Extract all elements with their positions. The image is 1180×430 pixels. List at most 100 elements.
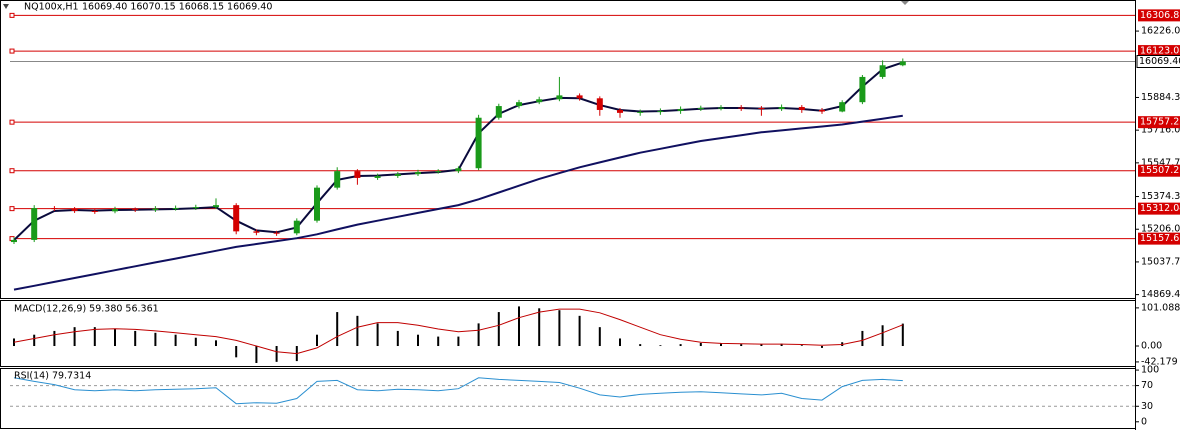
- macd-bar: [699, 342, 702, 347]
- level-label-box: [1138, 116, 1180, 129]
- y-tick-label: 0: [1141, 416, 1147, 427]
- macd-bar: [497, 312, 500, 347]
- y-tick-label: 14869.40: [1141, 289, 1180, 300]
- rsi-title: RSI(14) 79.7314: [14, 371, 91, 382]
- macd-bar: [316, 334, 318, 347]
- macd-bar: [760, 344, 763, 347]
- candle-body: [374, 176, 381, 178]
- macd-title: MACD(12,26,9) 59.380 56.361: [14, 304, 159, 315]
- candle-body: [637, 111, 644, 113]
- candle-body: [879, 65, 886, 77]
- macd-bar: [477, 323, 480, 347]
- candle-body: [435, 171, 442, 173]
- macd-bar: [578, 315, 581, 347]
- candle-body: [112, 209, 118, 212]
- level-label: 15757.22: [1140, 117, 1180, 128]
- macd-bar: [13, 338, 15, 347]
- macd-bar: [720, 342, 722, 347]
- level-label: 16306.87: [1140, 10, 1180, 21]
- candle-body: [475, 117, 482, 169]
- level-label-box: [1138, 45, 1180, 58]
- macd-bar: [356, 315, 359, 347]
- y-tick-label: 30: [1141, 401, 1153, 412]
- candle-body: [273, 232, 280, 234]
- macd-bar: [376, 323, 379, 347]
- y-tick-label: 15884.30: [1141, 92, 1180, 103]
- moving-average: [13, 114, 903, 291]
- macd-bar: [194, 337, 197, 347]
- level-anchor: [9, 48, 15, 54]
- macd-bar: [336, 312, 339, 347]
- y-tick-label: 15037.70: [1141, 256, 1180, 267]
- candle-body: [253, 231, 260, 233]
- candle-body: [778, 107, 785, 109]
- level-label-box: [1138, 232, 1180, 245]
- candle-body: [697, 108, 704, 110]
- macd-bar: [174, 334, 177, 347]
- level-label-box: [1138, 164, 1180, 177]
- candle-body: [495, 106, 502, 118]
- level-label: 15507.27: [1140, 165, 1180, 176]
- macd-bar: [53, 330, 56, 347]
- y-tick-label: -42.179: [1141, 356, 1178, 367]
- macd-bar: [73, 327, 76, 347]
- level-anchor: [9, 168, 15, 174]
- candle-body: [758, 108, 765, 110]
- macd-bar: [518, 306, 520, 347]
- macd-bar: [275, 346, 278, 362]
- candle-body: [798, 107, 805, 110]
- macd-bar: [780, 343, 783, 347]
- candle-body: [233, 205, 240, 232]
- macd-bar: [821, 346, 823, 348]
- candle-body: [172, 208, 179, 210]
- candle-body: [819, 109, 825, 112]
- macd-bar: [861, 330, 864, 347]
- candle-body: [718, 107, 724, 109]
- candle-body: [617, 109, 623, 113]
- level-anchor: [9, 206, 15, 212]
- symbol-icon: [3, 4, 9, 9]
- macd-bar: [235, 346, 238, 358]
- current-price-label: 16069.40: [1139, 56, 1180, 67]
- candle-body: [657, 110, 664, 112]
- candle-body: [859, 76, 866, 103]
- candle-body: [31, 208, 38, 240]
- candle-body: [71, 208, 78, 211]
- macd-bar: [114, 329, 116, 347]
- level-label: 15312.04: [1140, 203, 1180, 214]
- shift-marker: [900, 0, 910, 5]
- candle-body: [11, 239, 17, 243]
- macd-bar: [901, 323, 904, 347]
- macd-bar: [93, 327, 96, 347]
- level-anchor: [9, 12, 15, 18]
- macd-bar: [457, 336, 460, 347]
- y-tick-label: 101.088: [1141, 302, 1180, 313]
- candle-body: [354, 171, 361, 178]
- macd-bar: [881, 325, 884, 347]
- macd-bar: [154, 332, 157, 347]
- macd-bar: [33, 334, 36, 347]
- candle-body: [576, 95, 583, 99]
- level-anchor: [9, 119, 15, 125]
- macd-bar: [558, 310, 561, 347]
- y-tick-label: 15374.30: [1141, 191, 1180, 202]
- macd-bar: [255, 346, 258, 363]
- candle-body: [536, 99, 543, 103]
- macd-bar: [619, 338, 621, 347]
- macd-bar: [134, 330, 137, 347]
- candle-body: [192, 207, 199, 209]
- candle-body: [51, 208, 58, 210]
- candle-body: [293, 220, 300, 234]
- macd-bar: [800, 345, 803, 347]
- macd-bar: [679, 344, 682, 347]
- candle-body: [677, 108, 684, 111]
- candle-body: [132, 209, 139, 211]
- macd-bar: [598, 327, 601, 347]
- candle-body: [415, 172, 421, 175]
- candle-body: [839, 102, 846, 112]
- level-label: 16123.08: [1140, 46, 1180, 57]
- y-tick-label: 16226.00: [1141, 26, 1180, 37]
- macd-bar: [659, 345, 662, 347]
